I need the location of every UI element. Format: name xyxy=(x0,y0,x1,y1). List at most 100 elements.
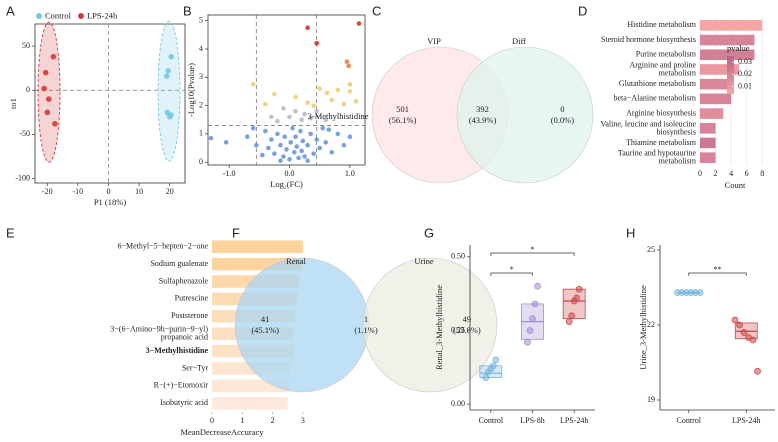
bar xyxy=(700,152,716,163)
point xyxy=(317,86,323,91)
point xyxy=(305,158,310,164)
venn-percent: (0.0%) xyxy=(551,115,575,125)
point xyxy=(749,336,757,344)
category-label: beta−Alanine metabolism xyxy=(614,94,697,103)
point xyxy=(272,151,277,156)
venn-percent: (53.8%) xyxy=(453,325,481,335)
y-axis-label: Renal_3-Methylhistidine xyxy=(434,285,444,370)
point xyxy=(254,142,259,148)
point xyxy=(44,109,51,116)
significance-label: ** xyxy=(714,265,722,274)
significance-label: * xyxy=(510,265,514,274)
point xyxy=(299,148,304,154)
point xyxy=(52,121,58,127)
point xyxy=(287,114,292,120)
point xyxy=(278,142,283,148)
point xyxy=(275,118,280,124)
y-tick-label: -100 xyxy=(15,173,30,182)
point xyxy=(292,149,297,155)
point xyxy=(299,117,304,123)
category-label: Ser−Tyr xyxy=(182,363,209,372)
category-label: Purine metabolism xyxy=(636,50,697,59)
point xyxy=(754,367,761,375)
y-tick-label: 19 xyxy=(647,395,655,404)
venn-set-label: VIP xyxy=(427,36,441,46)
x-axis-label: P1 (18%) xyxy=(94,197,127,207)
point xyxy=(526,327,534,334)
colorbar-tick-label: 0.02 xyxy=(738,69,752,78)
point xyxy=(347,89,353,94)
point xyxy=(308,131,313,137)
bar xyxy=(700,64,739,75)
point xyxy=(250,125,256,131)
y-axis-label: -Log10(Pvalue) xyxy=(186,63,196,117)
significance-label: * xyxy=(531,245,535,254)
y-tick-label: 3 xyxy=(199,72,203,81)
point xyxy=(314,108,319,114)
y-tick-label: 5 xyxy=(199,15,203,24)
point xyxy=(341,142,347,148)
category-label: 6−Methyl−5−hepten−2−one xyxy=(117,242,208,251)
y-tick-label: 1 xyxy=(199,129,203,138)
bar xyxy=(700,93,732,105)
point xyxy=(308,116,313,121)
point xyxy=(311,103,316,108)
point xyxy=(323,140,329,145)
venn-count: 501 xyxy=(396,104,409,114)
colorbar-tick-label: 0.03 xyxy=(738,57,752,66)
legend-label: LPS-24h xyxy=(87,10,118,20)
y-tick-label: 25 xyxy=(647,245,655,254)
x-axis-label: MeanDecreaseAccuracy xyxy=(180,427,264,437)
point xyxy=(288,140,294,145)
point xyxy=(281,154,286,159)
panel-letter: F xyxy=(232,225,240,240)
x-tick-label: LPS-8h xyxy=(520,416,544,425)
venn-set xyxy=(362,257,498,393)
point xyxy=(323,117,329,123)
point xyxy=(314,41,319,46)
point xyxy=(208,135,214,141)
point xyxy=(335,87,341,93)
point xyxy=(296,155,301,161)
venn-count: 0 xyxy=(560,104,564,114)
confidence-ellipse xyxy=(37,21,61,163)
venn-count: 392 xyxy=(476,104,489,114)
x-axis-label: Log₂(FC) xyxy=(270,179,303,189)
bar xyxy=(212,240,303,253)
point xyxy=(293,134,298,139)
point xyxy=(305,25,310,31)
point xyxy=(317,145,323,151)
y-tick-label: 0 xyxy=(199,157,203,166)
point xyxy=(266,145,271,151)
point xyxy=(272,91,277,97)
point xyxy=(346,63,351,69)
point xyxy=(335,131,341,137)
point xyxy=(305,142,310,148)
x-tick-label: Control xyxy=(677,416,702,425)
point xyxy=(287,157,292,162)
point xyxy=(341,101,347,107)
y-tick-label: 22 xyxy=(647,320,655,329)
x-tick-label: 0.0 xyxy=(285,169,295,178)
significance-bracket xyxy=(490,272,533,276)
category-label: 3−Methylhistidine xyxy=(146,346,209,355)
point xyxy=(302,111,307,117)
category-label: R−(+)−Etomoxir xyxy=(154,381,209,390)
category-label: Taurine and hypotaurine metabolism xyxy=(618,148,697,165)
venn-percent: (43.9%) xyxy=(469,115,497,125)
point xyxy=(489,362,497,370)
significance-bracket xyxy=(490,252,575,256)
point xyxy=(492,356,500,364)
point xyxy=(573,294,581,302)
y-tick-label: -50 xyxy=(19,129,30,138)
point xyxy=(305,100,310,106)
x-tick-label: Control xyxy=(479,416,504,425)
point xyxy=(165,68,171,74)
bar xyxy=(700,78,732,90)
bar xyxy=(700,122,716,134)
point xyxy=(329,149,335,155)
x-tick-label: 0 xyxy=(106,187,110,196)
colorbar xyxy=(727,56,734,94)
x-tick-label: 2 xyxy=(714,169,718,178)
y-tick-label: 0.25 xyxy=(451,325,465,334)
